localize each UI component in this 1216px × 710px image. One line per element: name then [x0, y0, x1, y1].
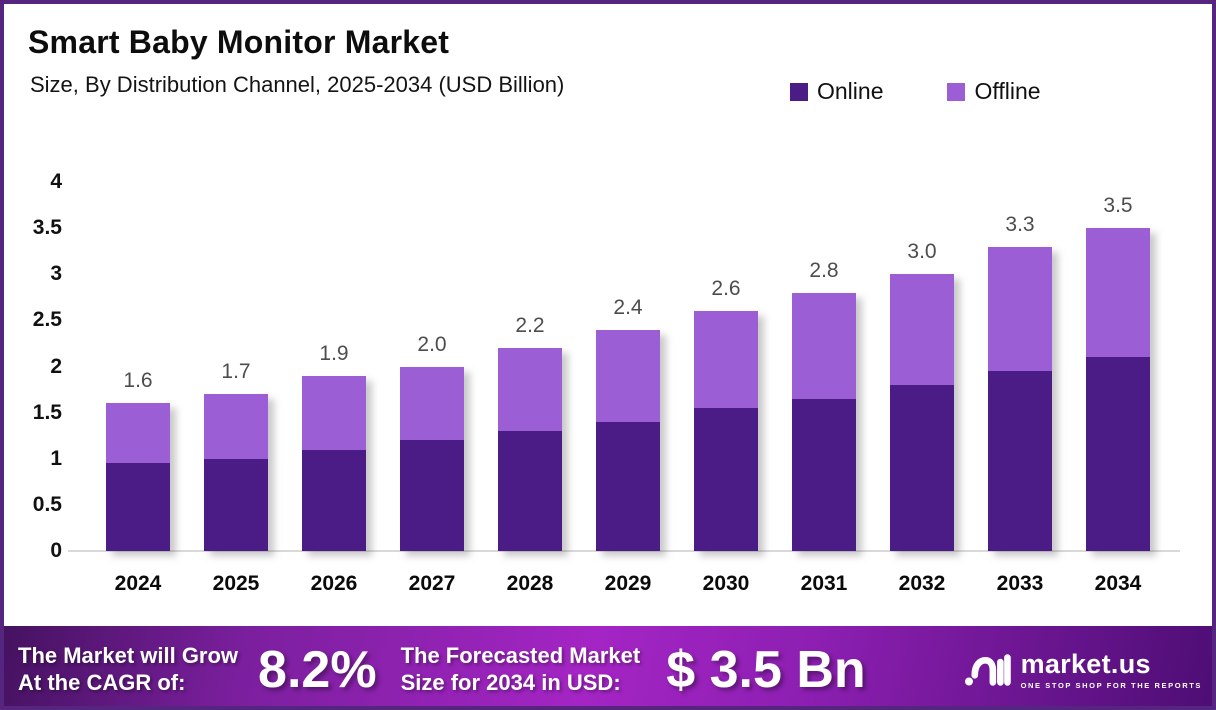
bar-segment-offline	[204, 394, 268, 459]
cagr-label-line1: The Market will Grow	[18, 643, 239, 669]
x-tick-label: 2034	[1094, 572, 1142, 595]
x-tick-label: 2026	[310, 572, 358, 595]
forecast-label: The Forecasted Market Size for 2034 in U…	[401, 643, 641, 697]
x-tick-label: 2029	[604, 572, 652, 595]
logo-tagline: ONE STOP SHOP FOR THE REPORTS	[1020, 680, 1202, 690]
x-tick-label: 2031	[800, 572, 848, 595]
bar-2034	[1086, 228, 1150, 551]
marketus-logo: market.us ONE STOP SHOP FOR THE REPORTS	[964, 648, 1202, 690]
bar-segment-online	[204, 458, 268, 551]
bar-2025	[204, 394, 268, 551]
bar-2033	[988, 246, 1052, 551]
cagr-label-line2: At the CAGR of:	[18, 670, 186, 695]
bar-segment-offline	[400, 366, 464, 441]
x-tick-label: 2028	[506, 572, 554, 595]
forecast-label-line2: Size for 2034 in USD:	[400, 670, 621, 695]
legend-label-offline: Offline	[974, 78, 1041, 104]
bar-total-label: 2.4	[613, 295, 643, 319]
bar-segment-online	[596, 421, 660, 551]
bar-2028	[498, 348, 562, 551]
bar-segment-offline	[302, 375, 366, 450]
y-tick-label: 1.5	[32, 400, 62, 424]
offline-swatch	[947, 82, 966, 101]
y-tick-label: 3	[50, 262, 62, 286]
x-tick-label: 2032	[898, 572, 946, 595]
y-tick-label: 0.5	[32, 492, 62, 516]
chart-subtitle: Size, By Distribution Channel, 2025-2034…	[30, 72, 565, 97]
y-tick-label: 1	[50, 446, 62, 470]
bar-segment-online	[988, 371, 1052, 551]
y-tick-label: 2.5	[32, 308, 62, 332]
stacked-bar-chart: 0 0.5 1 1.5 2 2.5 3 3.5 4 1.6 2024 1.7 2025 1.9 2026 2.…	[4, 4, 1212, 626]
bar-total-label: 3.0	[907, 240, 937, 264]
y-tick-label: 3.5	[32, 216, 62, 240]
bar-2024	[106, 403, 170, 551]
bar-total-label: 1.6	[123, 369, 153, 393]
y-tick-label: 4	[50, 170, 62, 193]
footer-banner: The Market will Grow At the CAGR of: 8.2…	[4, 626, 1212, 706]
x-tick-label: 2033	[996, 572, 1044, 595]
bar-segment-offline	[596, 329, 660, 422]
bar-total-label: 2.8	[809, 258, 839, 282]
bar-segment-offline	[988, 246, 1052, 372]
bar-segment-online	[498, 431, 562, 551]
forecast-label-line1: The Forecasted Market	[400, 643, 641, 669]
bar-total-label: 2.6	[711, 277, 741, 301]
bar-segment-offline	[694, 311, 758, 408]
bar-segment-online	[400, 440, 464, 551]
legend: Online Offline	[790, 78, 1041, 105]
legend-item-online: Online	[790, 78, 883, 105]
bar-2029	[596, 329, 660, 551]
bar-segment-online	[890, 384, 954, 551]
bar-segment-online	[1086, 357, 1150, 551]
x-tick-label: 2027	[408, 572, 456, 595]
bar-segment-online	[792, 398, 856, 551]
bar-total-label: 3.3	[1005, 212, 1035, 236]
y-tick-label: 2	[50, 354, 62, 378]
bar-segment-offline	[890, 274, 954, 385]
bar-2032	[890, 274, 954, 551]
bar-total-label: 2.2	[515, 314, 545, 338]
cagr-label: The Market will Grow At the CAGR of:	[18, 643, 238, 697]
logo-name: market.us	[1020, 648, 1151, 679]
online-swatch	[790, 82, 808, 101]
bar-segment-offline	[792, 292, 856, 399]
bar-segment-online	[302, 449, 366, 551]
bar-2031	[792, 292, 856, 551]
bar-2026	[302, 375, 366, 551]
bar-segment-online	[694, 408, 758, 551]
bar-total-label: 1.7	[221, 360, 251, 384]
x-tick-label: 2024	[114, 572, 162, 595]
bar-2027	[400, 366, 464, 551]
bar-segment-offline	[1086, 228, 1150, 358]
bar-segment-online	[106, 463, 170, 551]
marketus-logo-icon	[964, 654, 1011, 686]
legend-item-offline: Offline	[947, 78, 1041, 105]
bar-total-label: 3.5	[1103, 194, 1133, 218]
forecast-value: $ 3.5 Bn	[666, 641, 866, 699]
legend-label-online: Online	[817, 78, 884, 104]
page-title: Smart Baby Monitor Market	[28, 24, 450, 60]
bar-segment-offline	[498, 348, 562, 432]
x-tick-label: 2030	[702, 572, 750, 595]
x-tick-label: 2025	[212, 572, 260, 595]
bar-2030	[694, 311, 758, 551]
y-tick-label: 0	[50, 539, 62, 562]
bar-total-label: 2.0	[417, 332, 447, 356]
bar-total-label: 1.9	[319, 341, 349, 365]
bar-segment-offline	[106, 403, 170, 464]
x-axis-line	[68, 550, 1180, 552]
cagr-value: 8.2%	[258, 641, 377, 699]
logo-text-block: market.us ONE STOP SHOP FOR THE REPORTS	[1020, 648, 1202, 690]
